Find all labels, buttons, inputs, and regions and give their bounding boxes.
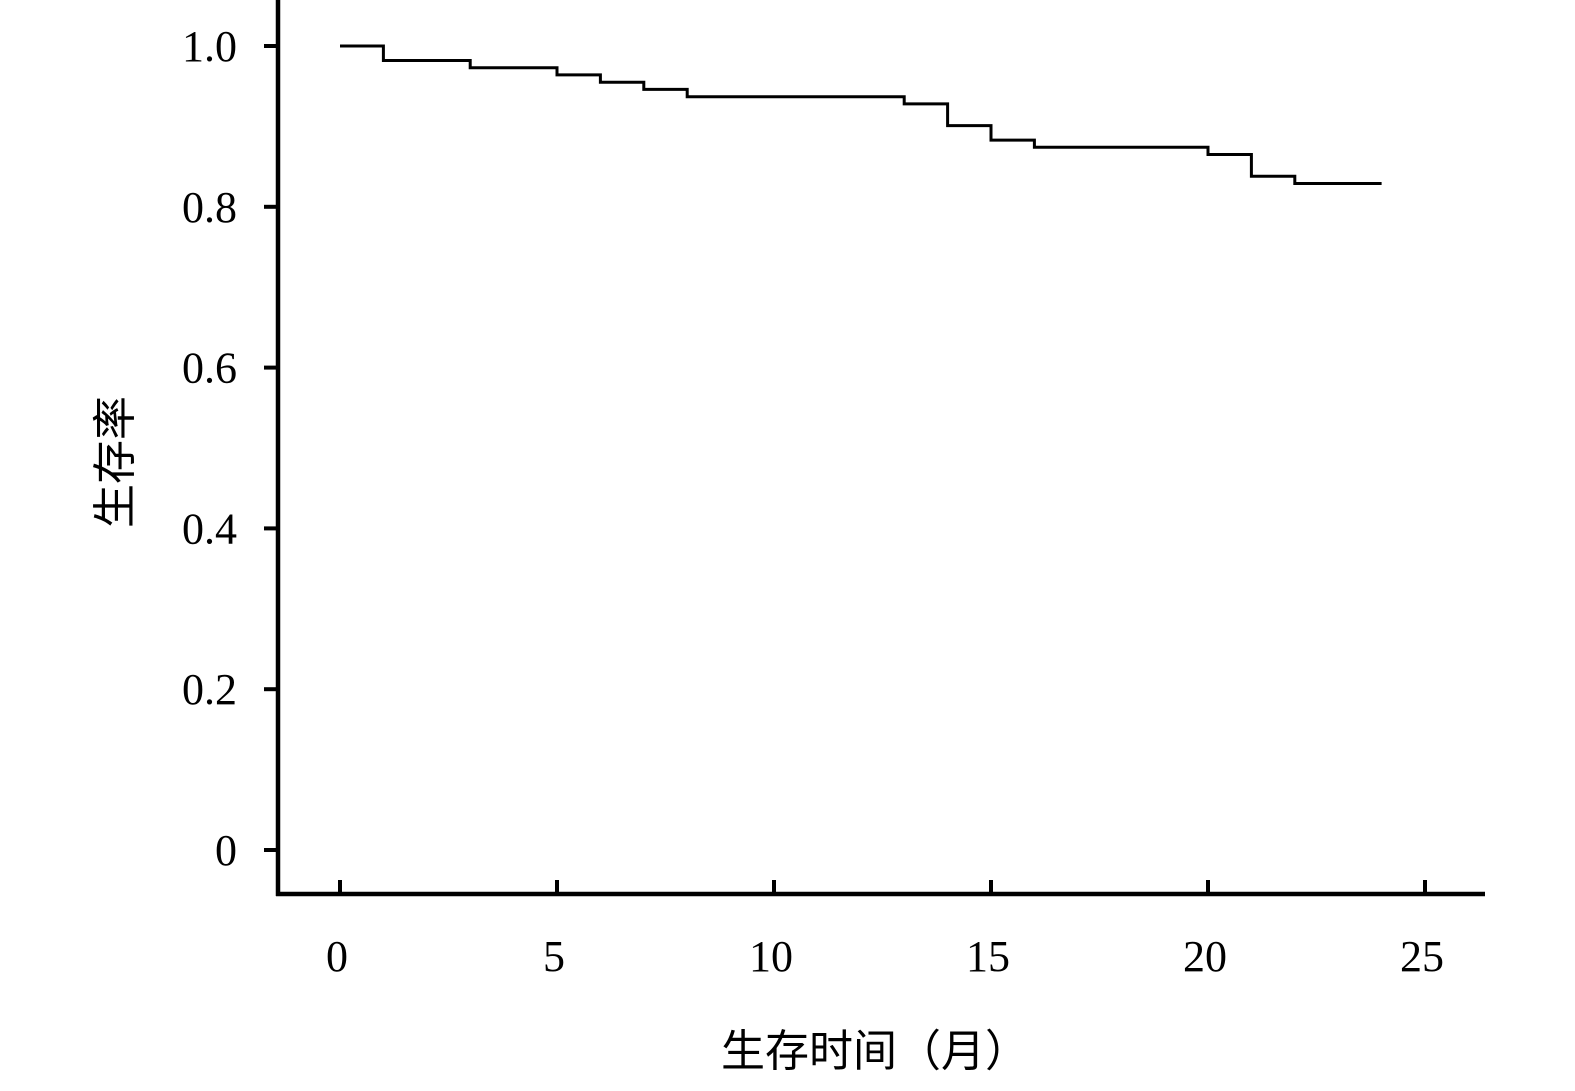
x-tick-label: 20: [1183, 932, 1227, 981]
y-axis-title: 生存率: [90, 396, 141, 528]
x-tick-label: 15: [966, 932, 1010, 981]
y-ticks: 0 0.2 0.4 0.6 0.8 1.0: [182, 22, 278, 875]
x-tick-label: 0: [326, 932, 348, 981]
y-tick-label: 1.0: [182, 22, 237, 71]
y-tick-label: 0.2: [182, 665, 237, 714]
axes: [275, 0, 1485, 897]
series-group: [340, 44, 1382, 185]
y-tick-label: 0.6: [182, 344, 237, 393]
x-tick-label: 10: [749, 932, 793, 981]
x-ticks: 0 5 10 15 20 25: [326, 880, 1444, 981]
x-tick-label: 25: [1400, 932, 1444, 981]
survival-curve: [340, 44, 1382, 185]
x-axis-title: 生存时间（月）: [721, 1026, 1029, 1077]
y-tick-label: 0: [215, 826, 237, 875]
y-tick-label: 0.8: [182, 183, 237, 232]
x-tick-label: 5: [543, 932, 565, 981]
y-tick-label: 0.4: [182, 504, 237, 553]
